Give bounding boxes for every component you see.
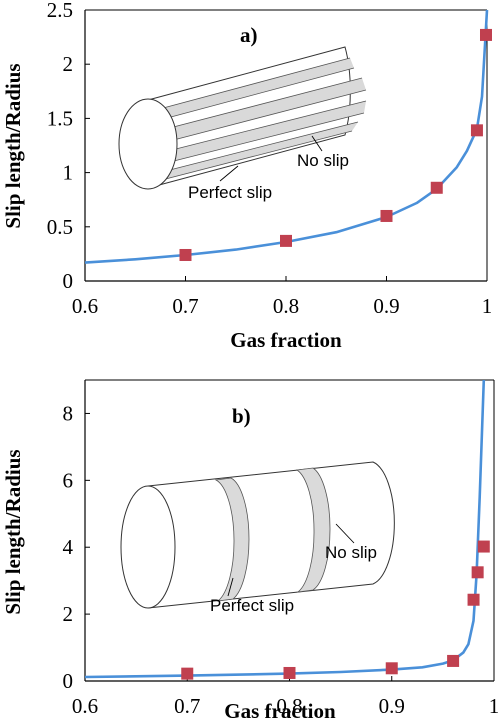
panel-b-x-tick-label: 1 [489, 694, 500, 718]
panel-b-marker-layer [181, 540, 490, 680]
panel-a-stripe-edge [157, 112, 365, 166]
panel-b-data-marker [385, 662, 398, 675]
panel-b-x-tick-label: 0.7 [174, 694, 200, 718]
panel-b-cylinder-end [120, 485, 176, 609]
panel-b-y-tick-label: 6 [63, 468, 74, 492]
panel-a-x-tick-label: 0.6 [72, 294, 98, 318]
panel-a-stripe [158, 78, 366, 143]
panel-a-x-tick-label: 0.8 [273, 294, 299, 318]
panel-a-y-tick-label: 2.5 [47, 0, 73, 22]
panel-a-data-marker [479, 28, 492, 41]
panel-a-data-marker [430, 181, 443, 194]
panel-a-y-tick-label: 1.5 [47, 106, 73, 130]
panel-a-cylinder-end [118, 98, 178, 190]
panel-b-ring [214, 477, 250, 602]
panel-b-y-tick-label: 2 [63, 602, 74, 626]
panel-b-y-tick-label: 8 [63, 401, 74, 425]
panel-b-data-marker [447, 654, 460, 667]
panel-b-pointer-perfect-slip [227, 577, 234, 597]
panel-a-stripe-edge [157, 77, 363, 132]
panel-a-stripe-edge [153, 121, 359, 175]
panel-b-y-tick-label: 0 [63, 669, 74, 693]
panel-a: 0 0.5 1 1.5 2 2.5 0.6 0.7 0.8 0.9 1 a) No slip Pe… [1, 0, 492, 352]
panel-b-inset-cylinder: No slip Perfect slip [120, 461, 395, 615]
panel-a-no-slip-label: No slip [297, 151, 349, 170]
panel-a-stripe-edge [155, 67, 355, 122]
panel-b-ring [295, 467, 331, 593]
panel-a-y-tick-label: 2 [63, 52, 74, 76]
panel-a-marker-layer [179, 28, 492, 261]
panel-b-perfect-slip-label: Perfect slip [210, 596, 294, 615]
panel-a-pointer-perfect-slip [219, 165, 239, 182]
panel-a-inset-cylinder: No slip Perfect slip [118, 46, 367, 202]
panel-a-stripe-edge [151, 57, 351, 112]
panel-a-x-tick-label: 0.9 [373, 294, 399, 318]
panel-a-y-ticks: 0 0.5 1 1.5 2 2.5 [47, 0, 90, 293]
panel-b-cylinder-body [147, 461, 395, 609]
panel-b-x-tick-label: 0.8 [276, 694, 302, 718]
panel-b-x-label: Gas fraction [224, 699, 336, 721]
panel-a-data-marker [380, 209, 393, 222]
panel-a-perfect-slip-label: Perfect slip [188, 183, 272, 202]
panel-b-x-tick-label: 0.9 [379, 694, 405, 718]
panel-a-stripe [150, 122, 358, 183]
panel-a-x-ticks: 0.6 0.7 0.8 0.9 1 [72, 276, 492, 318]
panel-b-x-tick-label: 0.6 [72, 694, 98, 718]
panel-a-stripe [152, 58, 354, 121]
panel-a-y-label: Slip length/Radius [1, 63, 25, 228]
panel-a-y-tick-label: 1 [63, 161, 74, 185]
panel-a-data-marker [470, 124, 483, 137]
panel-a-y-tick-label: 0.5 [47, 215, 73, 239]
panel-a-data-marker [280, 234, 292, 247]
panel-b-data-marker [471, 566, 484, 579]
panel-a-stripe-edge [159, 100, 367, 154]
panel-b-no-slip-label: No slip [325, 543, 377, 562]
panel-b-data-marker [477, 540, 490, 553]
panel-b-data-marker [467, 593, 480, 606]
panel-b-y-ticks: 0 2 4 6 8 [63, 401, 90, 693]
panel-b-data-marker [283, 666, 296, 679]
panel-b-y-label: Slip length/Radius [1, 449, 25, 614]
panel-a-stripe-edge [161, 89, 367, 144]
panel-a-stripe-edge [149, 130, 353, 184]
panel-b-label: b) [232, 404, 251, 428]
panel-b: 0 2 4 6 8 0.6 0.7 0.8 0.9 1 b) No slip Perfect s… [1, 379, 499, 721]
panel-a-x-label: Gas fraction [230, 328, 342, 352]
panel-a-pointer-no-slip [311, 135, 323, 152]
panel-b-y-tick-label: 4 [63, 535, 74, 559]
panel-a-x-tick-label: 0.7 [172, 294, 198, 318]
panel-a-y-tick-label: 0 [63, 269, 74, 293]
panel-a-x-tick-label: 1 [482, 294, 493, 318]
panel-a-data-marker [179, 248, 192, 261]
panel-b-x-ticks: 0.6 0.7 0.8 0.9 1 [72, 676, 499, 718]
panel-b-pointer-no-slip [335, 523, 355, 544]
panel-a-stripe [158, 101, 366, 165]
panel-a-label: a) [240, 23, 258, 47]
panel-b-data-marker [181, 667, 194, 680]
